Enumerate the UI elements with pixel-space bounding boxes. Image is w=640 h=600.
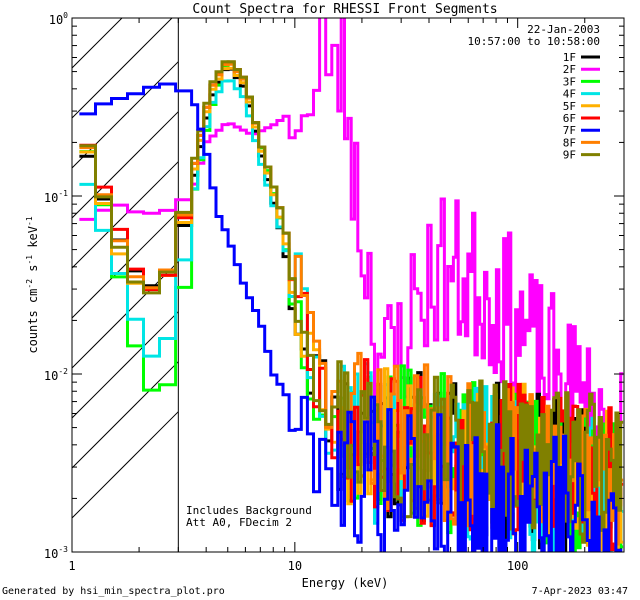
x-tick-label: 1: [68, 559, 75, 573]
legend-label-6F: 6F: [563, 112, 576, 125]
x-axis-label: Energy (keV): [302, 576, 389, 590]
legend-label-9F: 9F: [563, 149, 576, 162]
footer-timestamp: 7-Apr-2023 03:47: [532, 586, 628, 597]
series-2F-line: [79, 18, 624, 506]
legend-label-1F: 1F: [563, 51, 576, 64]
hatch-line: [72, 18, 123, 69]
legend-label-7F: 7F: [563, 124, 576, 137]
series-7F-line: [79, 82, 623, 552]
hatch-line: [72, 161, 179, 269]
footer-generated-by: Generated by hsi_min_spectra_plot.pro: [2, 586, 225, 597]
hatch-line: [72, 361, 179, 469]
hatched-region: [72, 18, 179, 552]
hatch-line: [72, 111, 179, 219]
y-tick-label: 10-2: [44, 367, 68, 383]
x-tick-label: 100: [507, 559, 529, 573]
annotation-attenuator: Att A0, FDecim 2: [186, 516, 292, 529]
hatch-line: [72, 411, 179, 519]
legend-label-2F: 2F: [563, 63, 576, 76]
hatch-line: [72, 211, 179, 319]
annotation-background: Includes Background: [186, 504, 312, 517]
series-layer: [79, 18, 624, 552]
y-tick-label: 100: [49, 11, 68, 27]
legend-label-5F: 5F: [563, 100, 576, 113]
y-tick-label: 10-1: [44, 189, 68, 205]
observation-time-range: 10:57:00 to 10:58:00: [468, 35, 600, 48]
plot-frame: [71, 17, 625, 553]
hatch-line: [72, 311, 179, 419]
legend-label-3F: 3F: [563, 75, 576, 88]
hatch-line: [72, 18, 173, 119]
legend-label-4F: 4F: [563, 88, 576, 101]
legend-label-8F: 8F: [563, 136, 576, 149]
y-axis-label: counts cm-2 s-1 keV-1: [25, 216, 40, 353]
x-tick-label: 10: [288, 559, 302, 573]
axes: 1 10 100 100 10-1 10-2 10-3: [44, 11, 625, 573]
observation-date: 22-Jan-2003: [527, 23, 600, 36]
y-tick-label: 10-3: [44, 545, 68, 561]
hatch-line: [72, 18, 73, 19]
chart-title: Count Spectra for RHESSI Front Segments: [192, 2, 497, 17]
